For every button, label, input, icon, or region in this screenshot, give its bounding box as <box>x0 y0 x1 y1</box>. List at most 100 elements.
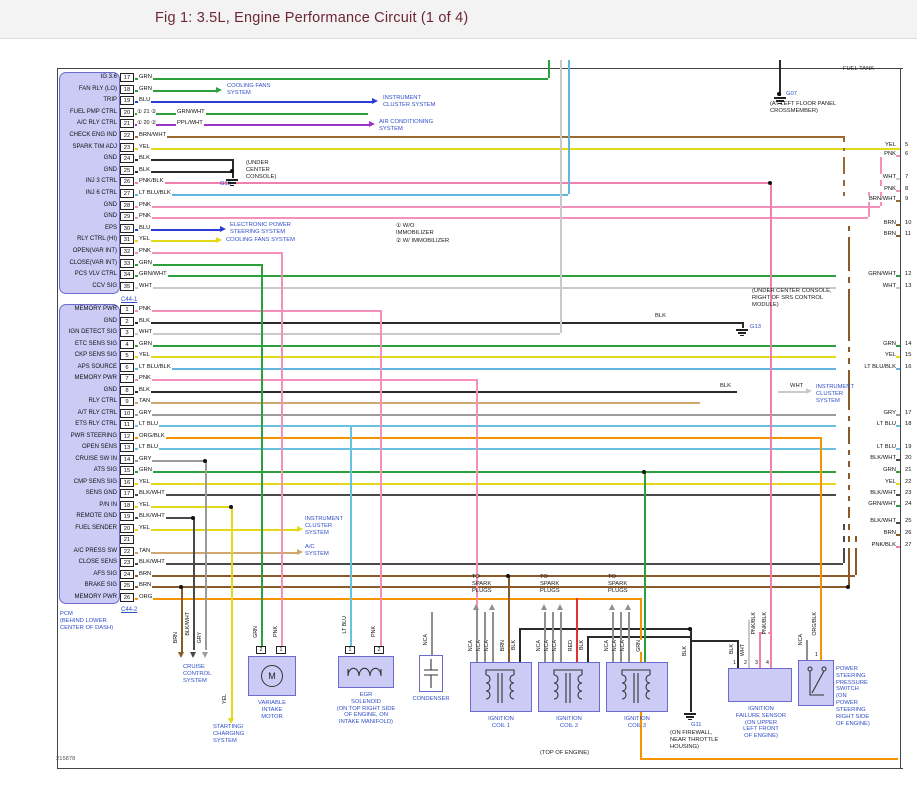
wire-color-label-vertical: BRN <box>500 640 507 652</box>
annotation: (ON FIREWALL, NEAR THROTTLE HOUSING) <box>670 730 719 750</box>
condenser <box>419 655 443 692</box>
wire-color-label: BLK <box>138 166 151 173</box>
wire-arrow <box>216 87 222 93</box>
pin-number: 31 <box>120 235 134 245</box>
pin-name: SENS GND <box>85 490 117 496</box>
wire-segment-blu <box>135 101 372 103</box>
pcm-connector-C44-2 <box>59 304 120 604</box>
wire-arrow <box>806 388 812 394</box>
junction-dot <box>777 92 781 96</box>
wire-segment-wht <box>135 333 560 335</box>
annotation: A/C SYSTEM <box>305 544 329 557</box>
wire-color-label: GRN <box>138 74 153 80</box>
annotation: WHT <box>790 383 804 389</box>
wire-segment-brn <box>848 224 850 586</box>
pin-number: 16 <box>120 477 134 487</box>
pin-name: CHECK ENG IND <box>69 132 117 138</box>
pin-number: 22 <box>120 131 134 140</box>
wire-color-label-vertical: NCA <box>612 640 619 652</box>
pin-name: CLOSE(VAR INT) <box>69 259 117 266</box>
wire-color-label: GRN <box>138 85 153 92</box>
wire-segment-blk <box>519 628 521 662</box>
wire-segment-pnk <box>880 155 882 206</box>
wire-segment-brn <box>135 575 855 577</box>
annotation: INSTRUMENT CLUSTER SYSTEM <box>383 95 436 108</box>
ignition-coil-2 <box>538 662 600 712</box>
pin-name: ATS SIG <box>93 467 117 473</box>
pin-number: 34 <box>120 270 134 280</box>
wire-color-label: BLU <box>138 97 152 104</box>
annotation: TO SPARK PLUGS <box>472 574 492 594</box>
pin-name: CCV SIG <box>92 282 117 289</box>
ground-symbol-G07 <box>774 96 786 105</box>
pin-number: 6 <box>120 362 134 372</box>
pin-number: 20 <box>120 107 134 117</box>
edge-pin-number: 21 <box>905 467 912 473</box>
figure-title-bar: Fig 1: 3.5L, Engine Performance Circuit … <box>0 0 917 39</box>
pin-number: 7 <box>120 374 134 383</box>
wire-arrow <box>202 652 208 658</box>
wire-arrow <box>473 604 479 610</box>
wire-segment-org <box>640 758 898 760</box>
annotation: BLK <box>720 383 731 389</box>
wire-color-label-vertical: NCA <box>536 640 543 652</box>
component-pin-number: 4 <box>766 660 769 666</box>
wire-color-label: ORG <box>138 593 154 600</box>
wire-segment-grn <box>548 60 550 78</box>
wire-segment-grn-wht <box>135 275 900 277</box>
pin-name: FAN RLY (LO) <box>78 85 117 92</box>
pressure-switch-icon <box>807 666 827 696</box>
wire-segment-yel <box>231 506 233 718</box>
wire-color-label-vertical: GRN <box>253 626 260 638</box>
annotation: TO SPARK PLUGS <box>608 574 628 594</box>
pcm-connector-C44-1 <box>59 72 120 294</box>
pin-number: 22 <box>120 546 134 556</box>
wire-segment-blk <box>587 636 589 662</box>
wire-color-label: BLK <box>138 317 151 324</box>
wire-color-label: GRN/WHT <box>138 271 168 278</box>
wire-segment-grn <box>135 264 261 266</box>
wire-segment-blk <box>135 391 737 393</box>
wire-arrow <box>216 237 222 243</box>
pin-name: SPARK TIM ADJ <box>72 143 117 150</box>
wire-color-label: GRN/WHT <box>176 108 206 115</box>
pin-immobilizer-note: ① 21 ② <box>137 108 157 115</box>
ignition-coil-1 <box>470 662 532 712</box>
wire-arrow <box>541 604 547 610</box>
wire-segment-blk <box>135 322 742 324</box>
power-steering-pressure-switch-label: POWER STEERING PRESSURE SWITCH (ON POWER… <box>836 666 870 727</box>
pin-name: RLY CTRL <box>88 398 117 404</box>
wire-color-label: PNK <box>138 306 152 312</box>
egr-solenoid <box>338 656 394 688</box>
ignition-coil-2-label: IGNITION COIL 2 <box>556 716 582 729</box>
component-pin-number: 2 <box>744 660 747 666</box>
pin-number: 28 <box>120 200 134 210</box>
edge-wire-label: LT BLU <box>836 444 896 450</box>
pin-name: A/C PRESS SW <box>73 547 117 554</box>
wire-segment-grn <box>135 471 900 473</box>
wire-segment-frm <box>900 68 901 769</box>
pin-number: 25 <box>120 581 134 590</box>
pin-name: INJ 3 CTRL <box>85 178 117 185</box>
wire-segment-lt-blu <box>135 448 900 450</box>
pin-number: 4 <box>120 339 134 349</box>
ignition-coil-1-label: IGNITION COIL 1 <box>488 716 514 729</box>
annotation: (UNDER CENTER CONSOLE) <box>246 160 277 180</box>
edge-pin-number: 27 <box>905 542 912 548</box>
wire-color-label: PNK <box>138 213 152 220</box>
edge-wire-label: BLK/WHT <box>836 518 896 524</box>
wire-segment-nca <box>552 612 554 662</box>
wire-segment-red <box>576 598 578 662</box>
wire-arrow <box>228 718 234 724</box>
pin-name: A/T RLY CTRL <box>77 409 117 416</box>
wire-color-label-vertical: PNK/BLK <box>751 612 758 635</box>
annotation: CRUISE CONTROL SYSTEM <box>183 664 212 684</box>
wire-segment-blk <box>519 628 690 630</box>
wire-segment-pnk <box>476 379 478 610</box>
wire-segment-lt-blu <box>350 425 352 646</box>
pin-name: INJ 6 CTRL <box>85 190 117 196</box>
wire-segment-nca <box>484 612 486 662</box>
edge-wire-label: GRN <box>836 467 896 473</box>
wire-segment-org <box>135 598 640 600</box>
